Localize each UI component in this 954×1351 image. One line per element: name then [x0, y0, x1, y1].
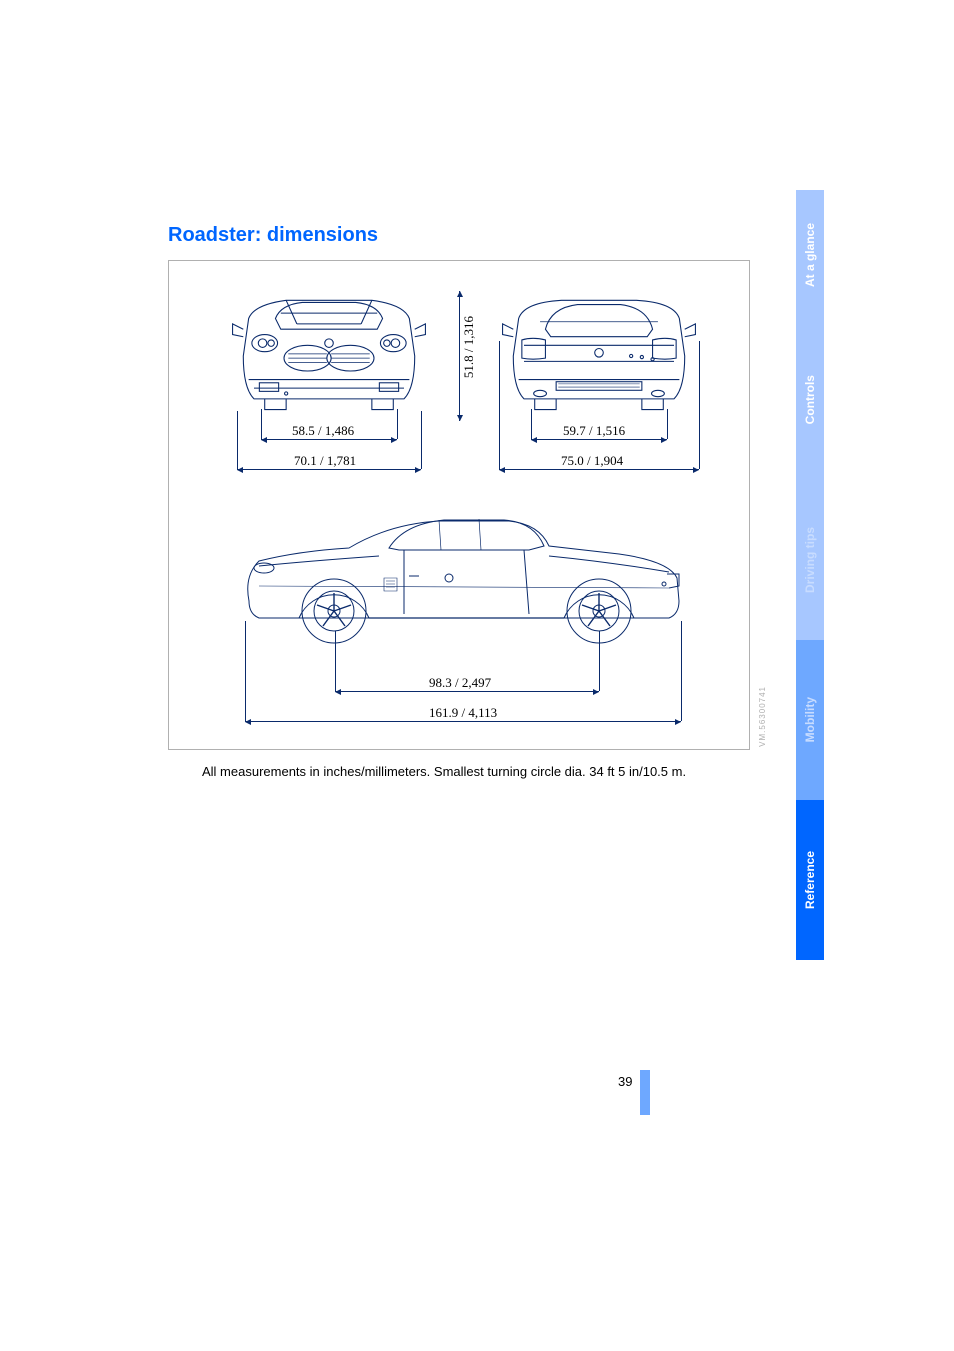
- dim-length: 161.9 / 4,113: [429, 705, 497, 721]
- side-tab-driving-tips[interactable]: Driving tips: [796, 480, 824, 640]
- side-tab-label: Driving tips: [803, 527, 817, 593]
- side-tab-label: Controls: [803, 375, 817, 424]
- side-tab-label: Reference: [803, 851, 817, 909]
- dimensions-diagram: 51.8 / 1,316: [168, 260, 750, 750]
- side-tab-reference[interactable]: Reference: [796, 800, 824, 960]
- page-number: 39: [618, 1074, 632, 1089]
- dim-height: 51.8 / 1,316: [461, 316, 477, 378]
- side-tab-controls[interactable]: Controls: [796, 320, 824, 480]
- side-tabs: At a glance Controls Driving tips Mobility R…: [796, 190, 824, 960]
- dim-rear-track: 59.7 / 1,516: [563, 423, 625, 439]
- page-marker: [640, 1070, 650, 1115]
- caption-text: All measurements in inches/millimeters. …: [202, 764, 686, 779]
- side-tab-at-a-glance[interactable]: At a glance: [796, 190, 824, 320]
- dim-wheelbase: 98.3 / 2,497: [429, 675, 491, 691]
- car-front-view: [219, 281, 439, 431]
- car-rear-view: [489, 281, 709, 431]
- side-tab-mobility[interactable]: Mobility: [796, 640, 824, 800]
- side-tab-label: At a glance: [803, 223, 817, 287]
- section-heading: Roadster: dimensions: [168, 224, 378, 247]
- car-side-view: [229, 501, 689, 661]
- dim-front-track: 58.5 / 1,486: [292, 423, 354, 439]
- diagram-code: VM.56300741: [758, 686, 767, 747]
- side-tab-label: Mobility: [803, 697, 817, 742]
- dim-rear-width-mirrors: 75.0 / 1,904: [561, 453, 623, 469]
- dim-front-width: 70.1 / 1,781: [294, 453, 356, 469]
